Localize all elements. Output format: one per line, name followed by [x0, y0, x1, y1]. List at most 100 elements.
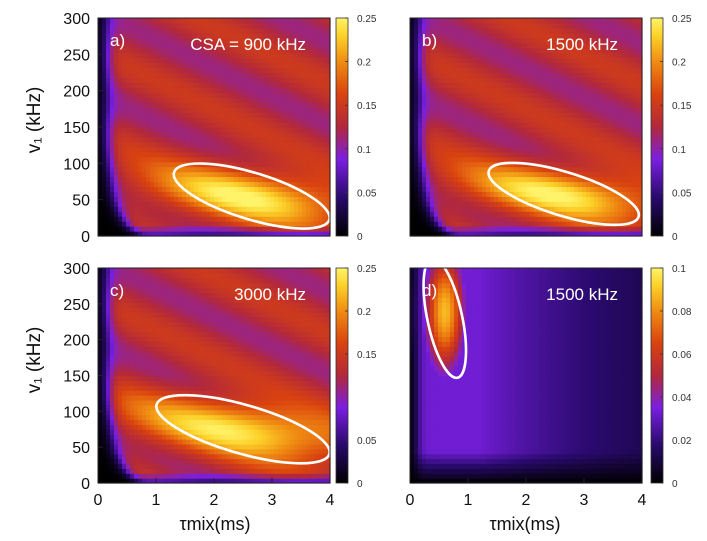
heatmap-cell — [538, 196, 543, 202]
heatmap-cell — [550, 72, 555, 79]
heatmap-cell — [254, 136, 259, 143]
heatmap-cell — [418, 186, 423, 192]
heatmap-cell — [462, 141, 467, 148]
heatmap-cell — [106, 231, 111, 237]
heatmap-cell — [114, 191, 119, 197]
heatmap-cell — [606, 166, 611, 173]
heatmap-cell — [274, 72, 279, 79]
heatmap-cell — [546, 57, 551, 64]
heatmap-cell — [570, 127, 575, 133]
heatmap-cell — [198, 221, 203, 227]
heatmap-cell — [98, 67, 103, 74]
heatmap-cell — [150, 161, 155, 168]
heatmap-cell — [542, 72, 547, 79]
heatmap-cell — [414, 226, 419, 232]
heatmap-cell — [138, 131, 143, 138]
heatmap-cell — [426, 67, 431, 74]
heatmap-cell — [594, 77, 599, 83]
heatmap-cell — [470, 156, 475, 163]
heatmap-cell — [570, 141, 575, 148]
heatmap-cell — [606, 77, 611, 83]
heatmap-cell — [470, 161, 475, 168]
heatmap-cell — [562, 206, 567, 212]
heatmap-cell — [178, 32, 183, 39]
heatmap-cell — [314, 166, 319, 173]
heatmap-cell — [538, 211, 543, 217]
heatmap-cell — [118, 18, 123, 24]
heatmap-cell — [138, 27, 143, 34]
heatmap-cell — [102, 171, 107, 178]
heatmap-cell — [458, 201, 463, 207]
heatmap-cell — [182, 62, 187, 69]
heatmap-cell — [282, 47, 287, 54]
heatmap-cell — [498, 231, 503, 237]
heatmap-cell — [250, 141, 255, 148]
heatmap-cell — [98, 186, 103, 192]
heatmap-cell — [130, 127, 135, 133]
heatmap-cell — [550, 186, 555, 192]
heatmap-cell — [286, 62, 291, 69]
heatmap-cell — [494, 146, 499, 153]
heatmap-cell — [206, 32, 211, 39]
heatmap-cell — [278, 151, 283, 158]
heatmap-cell — [530, 117, 535, 123]
colorbar: 00.050.10.150.20.25 — [335, 14, 377, 243]
heatmap-cell — [118, 112, 123, 118]
heatmap-cell — [254, 176, 259, 183]
heatmap-cell — [118, 82, 123, 88]
heatmap-cell — [414, 231, 419, 237]
heatmap-cell — [414, 131, 419, 138]
heatmap-cell — [286, 112, 291, 118]
heatmap-cell — [174, 216, 179, 222]
heatmap-cell — [170, 102, 175, 108]
heatmap-cell — [250, 67, 255, 74]
heatmap-cell — [586, 112, 591, 118]
heatmap-cell — [610, 107, 615, 113]
heatmap-cell — [230, 107, 235, 113]
heatmap-cell — [178, 141, 183, 148]
heatmap-cell — [550, 231, 555, 237]
heatmap-cell — [314, 27, 319, 34]
heatmap-cell — [194, 122, 199, 128]
heatmap-cell — [606, 87, 611, 93]
heatmap-cell — [602, 151, 607, 158]
heatmap-cell — [226, 22, 231, 29]
heatmap-cell — [474, 131, 479, 138]
heatmap-cell — [146, 211, 151, 217]
heatmap-cell — [122, 166, 127, 173]
heatmap-cell — [210, 102, 215, 108]
heatmap-cell — [418, 67, 423, 74]
heatmap-cell — [326, 201, 331, 207]
heatmap-cell — [490, 97, 495, 103]
heatmap-cell — [266, 151, 271, 158]
heatmap-cell — [130, 186, 135, 192]
heatmap-cell — [130, 131, 135, 138]
heatmap-cell — [550, 82, 555, 88]
heatmap-cell — [542, 211, 547, 217]
heatmap-cell — [290, 231, 295, 237]
heatmap-cell — [502, 191, 507, 197]
heatmap-cell — [454, 87, 459, 93]
heatmap-cell — [222, 72, 227, 79]
heatmap-cell — [246, 32, 251, 39]
heatmap-cell — [550, 47, 555, 54]
heatmap-cell — [250, 92, 255, 98]
heatmap-cell — [166, 77, 171, 83]
heatmap-cell — [522, 136, 527, 143]
heatmap-cell — [230, 47, 235, 54]
heatmap-cell — [502, 131, 507, 138]
heatmap-cell — [110, 112, 115, 118]
heatmap-cell — [158, 176, 163, 183]
heatmap-cell — [450, 221, 455, 227]
heatmap-cell — [222, 22, 227, 29]
heatmap-cell — [318, 221, 323, 227]
heatmap-cell — [550, 226, 555, 232]
heatmap-cell — [206, 166, 211, 173]
heatmap-cell — [502, 122, 507, 128]
heatmap-cell — [138, 37, 143, 44]
heatmap-cell — [250, 156, 255, 163]
heatmap-cell — [102, 72, 107, 79]
heatmap-cell — [318, 92, 323, 98]
heatmap-cell — [490, 136, 495, 143]
heatmap-cell — [438, 186, 443, 192]
